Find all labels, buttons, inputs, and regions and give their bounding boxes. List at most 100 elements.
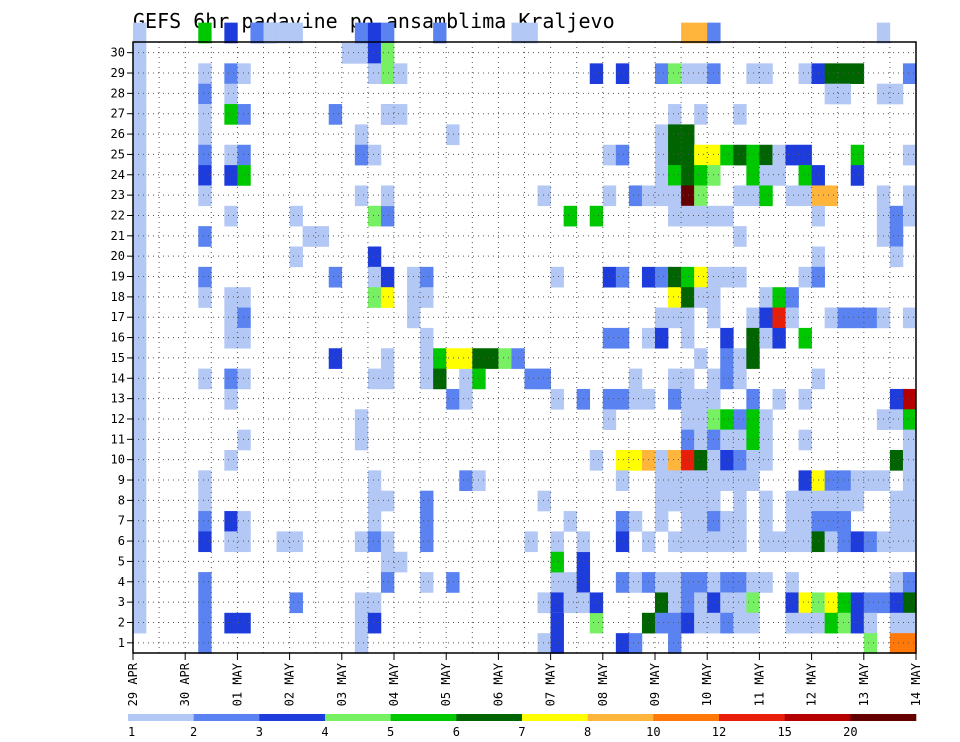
heat-cell bbox=[628, 450, 643, 471]
heat-cell bbox=[681, 22, 695, 44]
heat-cell bbox=[224, 165, 238, 186]
heat-cell bbox=[681, 287, 695, 308]
heat-cell bbox=[720, 612, 734, 634]
heat-cell bbox=[798, 63, 812, 84]
heat-cell bbox=[733, 592, 747, 614]
heat-cell bbox=[550, 612, 564, 634]
heat-cell bbox=[367, 246, 382, 268]
heat-cell bbox=[641, 388, 656, 410]
heat-cell bbox=[837, 83, 852, 105]
heat-cell bbox=[628, 633, 643, 654]
heat-cell bbox=[576, 572, 591, 593]
heat-cell bbox=[615, 144, 630, 166]
heat-cell bbox=[341, 43, 356, 64]
colorbar-swatch bbox=[259, 714, 326, 721]
heat-cell bbox=[707, 429, 721, 451]
heat-cell bbox=[315, 226, 330, 247]
heat-cell bbox=[628, 185, 643, 207]
heat-cell bbox=[224, 22, 238, 44]
heat-cell bbox=[668, 144, 682, 166]
heat-cell bbox=[694, 470, 708, 491]
heat-cell bbox=[420, 490, 434, 512]
heat-cell bbox=[681, 327, 695, 349]
heat-cell bbox=[759, 165, 773, 186]
heat-cell bbox=[889, 531, 904, 553]
heat-cell bbox=[798, 592, 812, 614]
heat-cell bbox=[694, 429, 708, 451]
heat-cell bbox=[237, 144, 251, 166]
heat-cell bbox=[824, 592, 838, 614]
heat-cell bbox=[354, 429, 369, 451]
x-tick-label: 11 MAY bbox=[752, 662, 766, 706]
heat-cell bbox=[354, 531, 369, 553]
heat-cell bbox=[550, 266, 564, 288]
heat-cell bbox=[772, 388, 786, 410]
heat-cell bbox=[380, 348, 395, 369]
heat-cell bbox=[198, 124, 212, 146]
y-tick-label: 17 bbox=[111, 310, 125, 324]
heat-cell bbox=[289, 592, 303, 614]
heat-cell bbox=[237, 327, 251, 349]
heat-cell bbox=[459, 368, 473, 390]
heat-cell bbox=[902, 450, 917, 471]
y-tick-label: 24 bbox=[111, 168, 125, 182]
heat-cell bbox=[733, 266, 747, 288]
heat-cell bbox=[433, 368, 447, 390]
heat-cell bbox=[133, 185, 147, 207]
grid-layer bbox=[132, 42, 917, 653]
heat-cell bbox=[694, 409, 708, 430]
colorbar-label: 8 bbox=[584, 725, 591, 739]
x-tick-label: 03 MAY bbox=[335, 662, 349, 706]
heat-cell bbox=[133, 388, 147, 410]
heat-cell bbox=[811, 531, 825, 553]
heat-cell bbox=[733, 368, 747, 390]
heat-cell bbox=[720, 592, 734, 614]
heat-cell bbox=[876, 22, 891, 44]
heat-cell bbox=[354, 612, 369, 634]
heat-cell bbox=[902, 633, 917, 654]
heat-cell bbox=[550, 592, 564, 614]
heat-cell bbox=[615, 531, 630, 553]
heat-cell bbox=[198, 612, 212, 634]
heat-cell bbox=[694, 63, 708, 84]
y-tick-label: 18 bbox=[111, 290, 125, 304]
heat-cell bbox=[759, 185, 773, 207]
colorbar: 1 2 3 4 5 6 7 8 10 12 15 20 bbox=[128, 714, 917, 739]
heat-cell bbox=[237, 63, 251, 84]
heat-cell bbox=[746, 572, 760, 593]
heat-cell bbox=[772, 165, 786, 186]
heat-cell bbox=[811, 246, 825, 268]
heat-cell bbox=[537, 490, 551, 512]
heat-cell bbox=[707, 531, 721, 553]
heat-cell bbox=[681, 307, 695, 329]
y-tick-label: 30 bbox=[111, 46, 125, 60]
heat-cell bbox=[746, 409, 760, 430]
heat-cell bbox=[133, 144, 147, 166]
colorbar-label: 3 bbox=[256, 725, 263, 739]
heat-cell bbox=[798, 327, 812, 349]
heat-cell bbox=[615, 572, 630, 593]
heat-cell bbox=[133, 572, 147, 593]
heat-cell bbox=[198, 511, 212, 532]
plot-frame bbox=[132, 41, 917, 654]
heat-cell bbox=[876, 531, 891, 553]
x-tick-label: 02 MAY bbox=[283, 662, 297, 706]
colorbar-swatch bbox=[784, 714, 851, 721]
heat-cell bbox=[380, 43, 395, 64]
heat-cell bbox=[850, 144, 865, 166]
heat-cell bbox=[811, 612, 825, 634]
y-tick-label: 5 bbox=[118, 554, 125, 568]
heat-cell bbox=[237, 612, 251, 634]
heat-cell bbox=[133, 327, 147, 349]
heat-cell bbox=[837, 612, 852, 634]
y-tick-label: 3 bbox=[118, 595, 125, 609]
heat-cell bbox=[224, 511, 238, 532]
heat-cell bbox=[380, 531, 395, 553]
heat-cell bbox=[707, 368, 721, 390]
heat-cell bbox=[563, 511, 577, 532]
heat-cell bbox=[746, 470, 760, 491]
heat-cell bbox=[407, 307, 421, 329]
heat-cell bbox=[707, 470, 721, 491]
y-tick-label: 23 bbox=[111, 188, 125, 202]
